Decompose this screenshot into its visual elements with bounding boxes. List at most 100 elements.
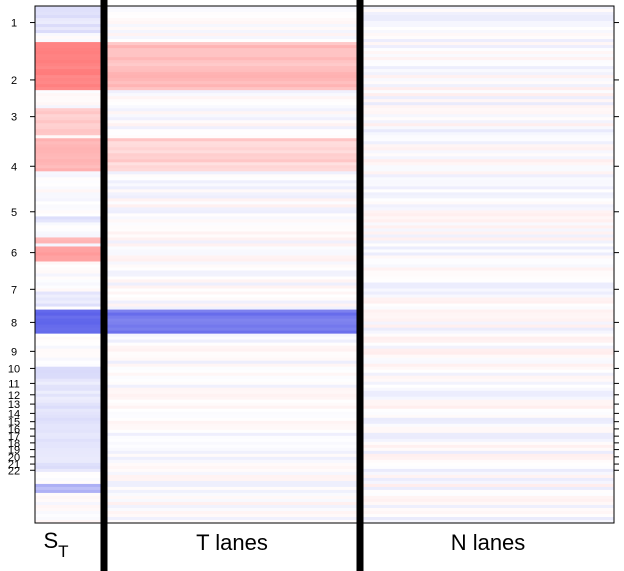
heatmap-cell — [35, 63, 103, 67]
heatmap-cell — [103, 495, 360, 500]
heatmap-cell — [103, 231, 360, 235]
heatmap-cell — [35, 411, 103, 416]
heatmap-cell — [103, 282, 360, 287]
heatmap-cell — [360, 456, 614, 461]
heatmap-cell — [35, 477, 103, 482]
heatmap-cell — [103, 96, 360, 100]
heatmap-cell — [103, 414, 360, 419]
heatmap-cell — [360, 126, 614, 130]
heatmap-cell — [360, 57, 614, 61]
heatmap-cell — [35, 492, 103, 497]
heatmap-cell — [360, 42, 614, 46]
heatmap-cell — [35, 447, 103, 452]
heatmap-cell — [360, 318, 614, 323]
heatmap-cell — [35, 219, 103, 223]
heatmap-cell — [360, 258, 614, 262]
heatmap-cell — [103, 354, 360, 359]
heatmap-cell — [35, 471, 103, 476]
row-ticks — [30, 22, 619, 471]
heatmap-cell — [35, 57, 103, 61]
heatmap-cell — [360, 171, 614, 175]
heatmap-cell — [360, 399, 614, 404]
heatmap-cell — [103, 93, 360, 97]
heatmap-cell — [360, 159, 614, 163]
heatmap-cell — [360, 162, 614, 166]
heatmap-cell — [360, 129, 614, 133]
heatmap-cell — [103, 306, 360, 311]
heatmap-cell — [360, 87, 614, 91]
row-label-10: 10 — [8, 363, 20, 375]
heatmap-cell — [360, 198, 614, 202]
heatmap-cell — [360, 513, 614, 518]
heatmap-cell — [103, 405, 360, 410]
heatmap-cell — [103, 168, 360, 172]
row-label-17: 17 — [8, 431, 20, 443]
heatmap-cell — [360, 432, 614, 437]
heatmap-cell — [35, 234, 103, 238]
heatmap-cell — [35, 327, 103, 332]
heatmap-cell — [35, 381, 103, 386]
heatmap-cell — [360, 306, 614, 311]
heatmap-cell — [35, 336, 103, 341]
heatmap-cell — [103, 189, 360, 193]
heatmap-cell — [103, 480, 360, 485]
heatmap-cell — [35, 177, 103, 181]
heatmap-cell — [103, 114, 360, 118]
heatmap-cell — [103, 264, 360, 269]
heatmap-cell — [360, 234, 614, 238]
heatmap-cell — [35, 240, 103, 244]
lane-t-lanes — [103, 6, 360, 524]
column-label-n-lanes: N lanes — [451, 530, 526, 555]
heatmap-cell — [360, 240, 614, 244]
heatmap-cell — [360, 21, 614, 25]
column-label-t-lanes: T lanes — [196, 530, 268, 555]
heatmap-cell — [35, 465, 103, 470]
heatmap-cell — [360, 516, 614, 521]
heatmap-cell — [360, 468, 614, 473]
heatmap-cell — [103, 240, 360, 244]
heatmap-cell — [103, 255, 360, 259]
heatmap-cell — [103, 339, 360, 344]
heatmap-cell — [35, 393, 103, 398]
heatmap-cell — [35, 225, 103, 229]
heatmap-cell — [360, 480, 614, 485]
heatmap-cell — [35, 306, 103, 311]
heatmap-cell — [360, 372, 614, 377]
heatmap-cell — [360, 492, 614, 497]
heatmap-cell — [360, 264, 614, 269]
heatmap-cell — [360, 204, 614, 208]
heatmap-cell — [103, 474, 360, 479]
heatmap-cell — [103, 63, 360, 67]
heatmap-cell — [103, 87, 360, 91]
heatmap-cell — [35, 375, 103, 380]
heatmap-cell — [35, 402, 103, 407]
heatmap-cell — [35, 33, 103, 37]
heatmap-cell — [360, 507, 614, 512]
heatmap-cell — [360, 378, 614, 383]
heatmap-cell — [35, 144, 103, 148]
heatmap-cell — [360, 489, 614, 494]
heatmap-cell — [35, 468, 103, 473]
heatmap-cell — [360, 519, 614, 524]
heatmap-cell — [35, 255, 103, 259]
heatmap-cell — [35, 192, 103, 196]
heatmap-cell — [103, 216, 360, 220]
heatmap-cell — [35, 450, 103, 455]
heatmap-cell — [103, 30, 360, 34]
heatmap-cell — [103, 330, 360, 335]
row-label-8: 8 — [11, 317, 17, 329]
heatmap-cell — [35, 303, 103, 308]
heatmap-cell — [35, 120, 103, 124]
heatmap-cell — [103, 198, 360, 202]
heatmap-cell — [35, 15, 103, 19]
heatmap-cell — [360, 195, 614, 199]
heatmap-cell — [103, 228, 360, 232]
row-label-22: 22 — [8, 465, 20, 477]
heatmap-cell — [360, 411, 614, 416]
heatmap-cell — [360, 174, 614, 178]
heatmap-cell — [103, 18, 360, 22]
heatmap-cell — [35, 516, 103, 521]
plot-frame — [34, 5, 615, 524]
heatmap-cell — [103, 291, 360, 296]
heatmap-cell — [35, 321, 103, 326]
